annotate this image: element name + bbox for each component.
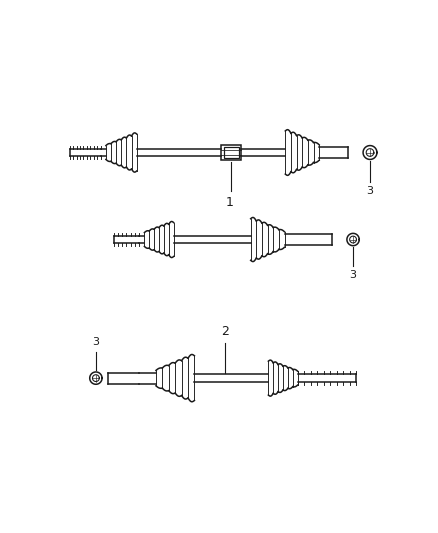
Text: 3: 3 xyxy=(92,337,99,348)
FancyBboxPatch shape xyxy=(224,147,239,158)
FancyBboxPatch shape xyxy=(221,145,241,160)
Text: 3: 3 xyxy=(367,187,374,196)
Text: 3: 3 xyxy=(350,270,357,280)
Text: 1: 1 xyxy=(226,196,234,209)
Text: 2: 2 xyxy=(221,325,229,338)
